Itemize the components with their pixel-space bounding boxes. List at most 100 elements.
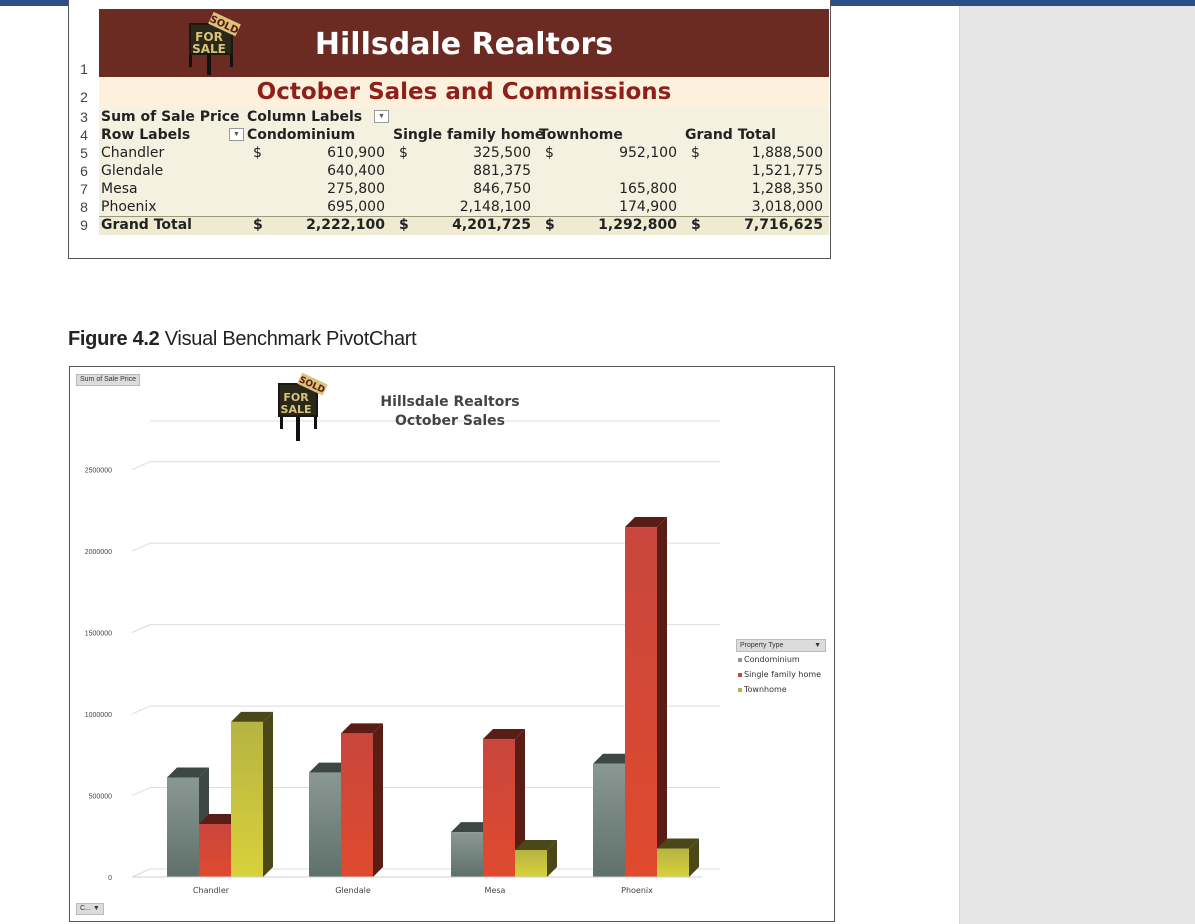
x-tick-label: Glendale [335, 886, 371, 895]
pivot-body [99, 108, 829, 234]
bar-side [515, 729, 525, 877]
chart-title: Hillsdale Realtors October Sales [360, 393, 540, 431]
bar-top [515, 839, 557, 850]
bar [483, 739, 515, 877]
bar-top [341, 723, 383, 734]
bar-side [689, 838, 699, 877]
legend-filter-button[interactable]: Property Type ▼ [736, 639, 826, 652]
header-townhome: Townhome [539, 127, 623, 143]
gridline-side [131, 705, 151, 715]
gridline-side [131, 542, 151, 552]
bar-top [593, 753, 635, 764]
row-label: Chandler [101, 145, 165, 161]
grand-total-row-bg [99, 216, 829, 235]
figure-caption: Figure 4.2 Visual Benchmark PivotChart [68, 328, 417, 351]
legend-swatch [738, 672, 742, 677]
chart-title-line2: October Sales [395, 413, 505, 429]
bar [593, 763, 625, 877]
table-cell: 1,521,775 [751, 163, 823, 179]
total-cell: 1,292,800 [598, 217, 677, 233]
row-label: Mesa [101, 181, 138, 197]
row-labels-header: Row Labels [101, 127, 191, 143]
axis-field-button[interactable]: C... ▼ [76, 903, 104, 915]
table-cell: 1,288,350 [751, 181, 823, 197]
figure-text: Visual Benchmark PivotChart [164, 328, 417, 350]
table-cell: 610,900 [327, 145, 385, 161]
gridline-side [131, 868, 151, 878]
legend-label: Condominium [744, 655, 800, 664]
bar-top [309, 762, 351, 773]
grand-total-label: Grand Total [101, 217, 192, 233]
currency-sign: $ [253, 145, 262, 161]
bar [625, 527, 657, 877]
bar-top [167, 767, 209, 778]
row-number: 9 [80, 217, 88, 233]
chart-canvas: 0 500000 1000000 1500000 2000000 2500000 Chand… [85, 420, 720, 895]
for-sale-sign-icon: SOLD FOR SALE [189, 11, 241, 75]
sum-of-sale-price-label: Sum of Sale Price [101, 109, 240, 125]
legend-title: Property Type [740, 642, 784, 649]
currency-sign: $ [253, 217, 263, 233]
x-tick-label: Chandler [193, 886, 230, 895]
svg-text:SALE: SALE [192, 42, 226, 56]
table-cell: 640,400 [327, 163, 385, 179]
currency-sign: $ [691, 145, 700, 161]
bar [231, 721, 263, 877]
right-side-panel [959, 6, 1195, 924]
row-number: 4 [80, 127, 88, 143]
row-number: 7 [80, 181, 88, 197]
bar [515, 849, 547, 877]
for-sale-sign-icon: SOLD FOR SALE [278, 372, 328, 441]
subtitle-banner: October Sales and Commissions [99, 77, 829, 109]
chart-legend: Property Type ▼ Condominium Single famil… [736, 639, 826, 697]
bar [199, 823, 231, 877]
row-label: Phoenix [101, 199, 157, 215]
header-condominium: Condominium [247, 127, 356, 143]
y-tick-label: 0 [108, 875, 112, 882]
bar-top [625, 517, 667, 528]
legend-swatch [738, 687, 742, 692]
svg-text:SALE: SALE [281, 403, 312, 416]
table-cell: 165,800 [619, 181, 677, 197]
table-cell: 325,500 [473, 145, 531, 161]
pivot-chart[interactable]: 0 500000 1000000 1500000 2000000 2500000 Chand… [69, 366, 835, 922]
currency-sign: $ [545, 145, 554, 161]
bar-side [657, 517, 667, 877]
total-cell: 7,716,625 [744, 217, 823, 233]
bar-side [373, 723, 383, 877]
total-cell: 4,201,725 [452, 217, 531, 233]
table-cell: 174,900 [619, 199, 677, 215]
bar [341, 733, 373, 877]
bar [167, 777, 199, 877]
chart-title-line1: Hillsdale Realtors [380, 394, 520, 410]
row-number: 1 [80, 61, 88, 77]
title-banner: Hillsdale Realtors SOLD FOR SALE [99, 9, 829, 77]
x-tick-label: Phoenix [621, 886, 653, 895]
legend-item: Condominium [736, 652, 826, 667]
currency-sign: $ [545, 217, 555, 233]
x-tick-label: Mesa [485, 886, 506, 895]
chevron-down-icon: ▼ [814, 642, 821, 649]
column-filter-dropdown[interactable]: ▼ [374, 110, 389, 123]
total-cell: 2,222,100 [306, 217, 385, 233]
gridline-side [131, 624, 151, 634]
value-field-button[interactable]: Sum of Sale Price [76, 374, 141, 386]
bar-top [451, 822, 493, 833]
row-filter-dropdown[interactable]: ▼ [229, 128, 244, 141]
y-tick-label: 500000 [89, 794, 112, 801]
table-cell: 275,800 [327, 181, 385, 197]
header-grand-total: Grand Total [685, 127, 776, 143]
y-tick-label: 1000000 [85, 712, 112, 719]
header-single-family: Single family home [393, 127, 545, 143]
bar [657, 848, 689, 877]
subtitle: October Sales and Commissions [256, 79, 672, 105]
chevron-down-icon: ▼ [92, 905, 100, 912]
legend-label: Single family home [744, 670, 822, 679]
currency-sign: $ [691, 217, 701, 233]
row-number: 5 [80, 145, 88, 161]
table-cell: 3,018,000 [751, 199, 823, 215]
bar-top [199, 813, 241, 824]
legend-item: Townhome [736, 682, 826, 697]
bar-side [547, 839, 557, 877]
bar-side [263, 711, 273, 877]
